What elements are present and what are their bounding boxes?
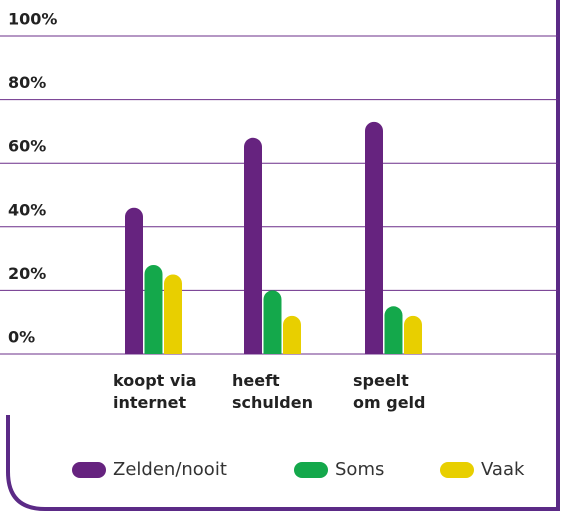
bar <box>164 274 183 354</box>
legend-swatch <box>294 462 328 478</box>
legend-swatch <box>440 462 474 478</box>
y-tick-label: 100% <box>8 10 57 29</box>
bar <box>283 315 301 354</box>
legend-label: Vaak <box>481 459 525 480</box>
y-tick-label: 0% <box>8 328 35 347</box>
frame <box>6 0 560 511</box>
y-tick-label: 60% <box>8 137 46 156</box>
legend-label: Soms <box>335 459 384 480</box>
bar <box>125 207 143 354</box>
bar <box>263 290 282 354</box>
x-tick-label: koopt via internet <box>113 371 197 412</box>
bar <box>244 137 262 354</box>
bar <box>404 315 422 354</box>
legend-swatch <box>72 462 106 478</box>
y-tick-label: 80% <box>8 73 46 92</box>
bar <box>365 121 383 354</box>
x-tick-label: heeft schulden <box>232 371 313 412</box>
x-tick-label: speelt om geld <box>353 371 426 412</box>
bar <box>144 264 163 354</box>
bar <box>384 306 403 354</box>
y-tick-label: 20% <box>8 264 46 283</box>
y-tick-label: 40% <box>8 200 46 219</box>
legend-label: Zelden/nooit <box>113 459 227 480</box>
